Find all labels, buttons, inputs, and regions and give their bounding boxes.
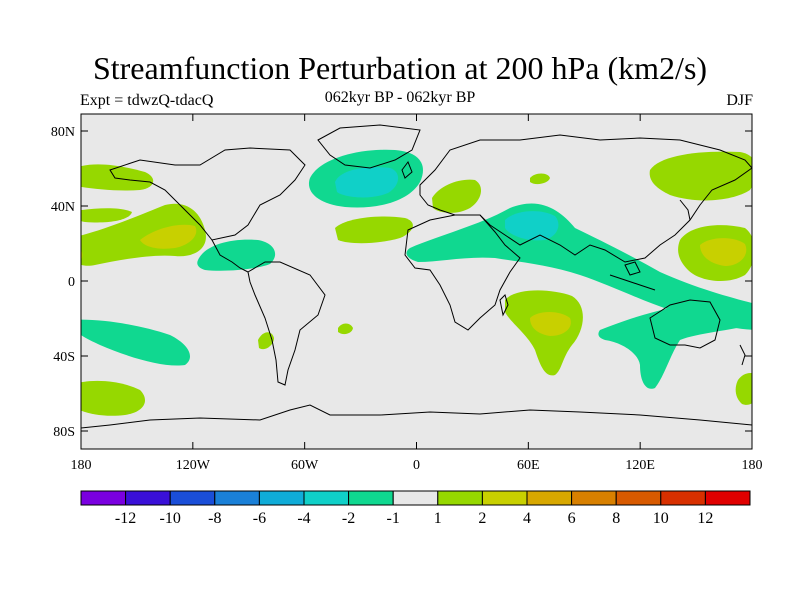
colorbar-label: 8 — [612, 510, 620, 527]
colorbar-swatch — [526, 490, 573, 506]
coastlines — [81, 124, 752, 429]
contour-pos-south-atlantic — [338, 323, 353, 335]
colorbar-label: 4 — [523, 510, 531, 527]
colorbar-swatch — [437, 490, 483, 506]
contour-pos-south-america — [258, 332, 274, 350]
colorbar-label: 2 — [478, 510, 486, 527]
lon-tick-label: 60E — [517, 458, 540, 473]
contour-neg-south-pacific — [81, 319, 190, 366]
colorbar-swatch — [704, 490, 751, 506]
colorbar-label: -8 — [208, 510, 221, 527]
lon-tick-label: 60W — [291, 458, 319, 473]
colorbar-swatch — [660, 490, 706, 506]
contour-pos-east-pacific-core — [140, 224, 197, 249]
lat-tick-label: 0 — [68, 275, 75, 290]
colorbar-label: -10 — [160, 510, 181, 527]
lat-tick-label: 40N — [51, 200, 75, 215]
colorbar: -12 -10 -8 -6 -4 -2 -1 1 2 4 6 8 10 12 — [80, 490, 751, 527]
contour-pos-east-pacific — [81, 203, 206, 266]
colorbar-swatch — [481, 490, 528, 506]
colorbar-swatch — [571, 490, 617, 506]
contour-pos-labrador — [530, 173, 550, 185]
contour-fields — [81, 124, 752, 429]
contour-pos-south-indian-core — [530, 312, 571, 336]
period-label: 062kyr BP - 062kyr BP — [324, 89, 476, 106]
colorbar-label: 10 — [653, 510, 669, 527]
lon-tick-label: 120W — [176, 458, 211, 473]
contour-pos-atlantic-subtropic — [335, 216, 413, 244]
colorbar-label: 6 — [568, 510, 576, 527]
colorbar-swatch — [303, 490, 350, 506]
contour-pos-south-pacific-east — [735, 373, 752, 405]
map-title: Streamfunction Perturbation at 200 hPa (… — [92, 50, 708, 86]
colorbar-label: -12 — [115, 510, 136, 527]
colorbar-swatch — [125, 490, 171, 506]
contour-pos-north-pacific-west — [81, 208, 132, 223]
colorbar-label: -4 — [297, 510, 310, 527]
colorbar-swatch — [615, 490, 662, 506]
lon-tick-label: 180 — [71, 458, 92, 473]
lat-tick-label: 40S — [53, 350, 75, 365]
colorbar-swatch — [392, 490, 439, 506]
colorbar-label: -2 — [342, 510, 355, 527]
contour-pos-west-pacific-core — [700, 238, 747, 266]
colorbar-swatch — [80, 490, 127, 506]
season-label: DJF — [726, 92, 753, 109]
contour-neg-asia-band — [406, 203, 752, 330]
contour-neg-north-atlantic-core — [335, 167, 399, 198]
contour-neg-asia-core — [505, 211, 559, 241]
lat-tick-label: 80S — [53, 425, 75, 440]
lat-tick-label: 80N — [51, 125, 75, 140]
experiment-label: Expt = tdwzQ-tdacQ — [80, 92, 214, 109]
colorbar-label: 12 — [697, 510, 713, 527]
colorbar-label: 1 — [434, 510, 442, 527]
contour-neg-caribbean — [197, 239, 276, 271]
lon-tick-label: 180 — [742, 458, 763, 473]
contour-pos-europe — [432, 179, 482, 213]
lon-tick-label: 0 — [413, 458, 420, 473]
colorbar-label: -6 — [253, 510, 266, 527]
colorbar-label: -1 — [387, 510, 400, 527]
contour-pos-north-pacific-east — [649, 151, 752, 201]
lat-axis: 80N 40N 0 40S 80S — [51, 125, 752, 440]
colorbar-swatch — [169, 490, 216, 506]
colorbar-swatch — [214, 490, 260, 506]
contour-pos-south-pacific — [81, 380, 145, 416]
colorbar-swatch — [348, 490, 394, 506]
colorbar-swatch — [258, 490, 305, 506]
lon-tick-label: 120E — [625, 458, 655, 473]
contour-pos-alaska — [81, 164, 154, 191]
lon-axis: 180 120W 60W 0 60E 120E 180 — [71, 114, 763, 473]
